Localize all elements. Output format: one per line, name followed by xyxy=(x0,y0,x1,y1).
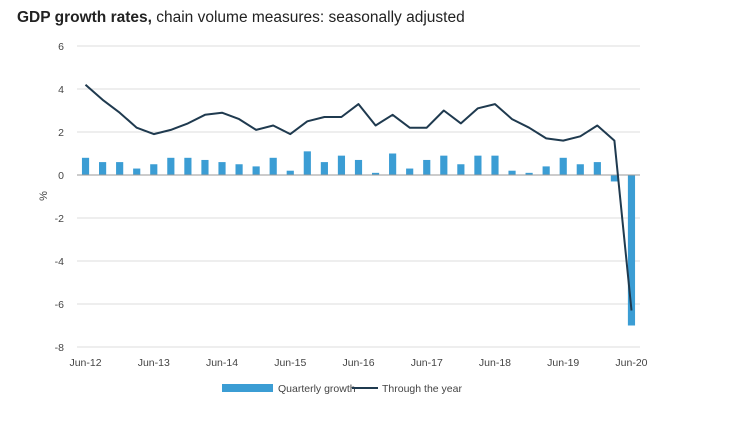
quarterly-growth-bar xyxy=(337,155,346,175)
y-tick-label: -6 xyxy=(55,299,64,311)
quarterly-growth-bar xyxy=(184,157,192,175)
quarterly-growth-bar xyxy=(81,157,90,175)
quarterly-growth-bar xyxy=(286,170,294,175)
quarterly-growth-bar xyxy=(423,159,431,175)
quarterly-growth-bar xyxy=(593,162,601,175)
y-tick-label: 2 xyxy=(58,127,64,139)
legend-label-through-the-year: Through the year xyxy=(382,383,462,395)
quarterly-growth-bar xyxy=(99,162,107,175)
legend-label-quarterly-growth: Quarterly growth xyxy=(278,383,356,395)
quarterly-growth-bar xyxy=(559,157,567,175)
x-tick-label: Jun-19 xyxy=(547,357,579,369)
quarterly-growth-bar xyxy=(406,168,414,175)
quarterly-growth-bar xyxy=(610,175,618,182)
x-tick-label: Jun-16 xyxy=(342,357,374,369)
legend: Quarterly growth Through the year xyxy=(222,383,462,395)
y-axis-title: % xyxy=(38,191,50,201)
y-tick-label: 0 xyxy=(58,170,64,182)
quarterly-growth-bar xyxy=(474,155,482,175)
x-tick-label: Jun-18 xyxy=(479,357,511,369)
chart-title: GDP growth rates, chain volume measures:… xyxy=(17,9,465,27)
gridlines xyxy=(77,45,640,348)
chart-title-rest: chain volume measures: seasonally adjust… xyxy=(151,9,465,26)
quarterly-growth-bar xyxy=(491,155,499,175)
quarterly-growth-bar xyxy=(269,157,277,175)
quarterly-growth-bar xyxy=(218,162,226,175)
quarterly-growth-bar xyxy=(320,162,328,175)
quarterly-growth-bar xyxy=(201,159,209,175)
x-tick-label: Jun-14 xyxy=(206,357,238,369)
quarterly-growth-bar xyxy=(371,172,380,175)
quarterly-growth-bars xyxy=(81,151,636,326)
y-axis-ticks: 6 4 2 0 -2 -4 -6 -8 xyxy=(55,41,65,354)
quarterly-growth-bar xyxy=(116,162,124,175)
quarterly-growth-bar xyxy=(150,164,158,175)
quarterly-growth-bar xyxy=(389,153,397,175)
quarterly-growth-bar xyxy=(576,164,584,175)
legend-swatch-quarterly-growth xyxy=(222,384,273,392)
quarterly-growth-bar xyxy=(542,166,550,175)
y-tick-label: -4 xyxy=(55,256,64,268)
quarterly-growth-bar xyxy=(508,170,516,175)
y-tick-label: 6 xyxy=(58,41,64,53)
quarterly-growth-bar xyxy=(252,166,260,175)
y-tick-label: -2 xyxy=(55,213,64,225)
quarterly-growth-bar xyxy=(440,155,448,175)
x-tick-label: Jun-17 xyxy=(411,357,443,369)
quarterly-growth-bar xyxy=(235,164,243,175)
quarterly-growth-bar xyxy=(167,157,175,175)
x-tick-label: Jun-13 xyxy=(138,357,170,369)
x-tick-label: Jun-15 xyxy=(274,357,306,369)
quarterly-growth-bar xyxy=(525,172,533,175)
quarterly-growth-bar xyxy=(627,175,636,326)
x-tick-label: Jun-20 xyxy=(615,357,647,369)
through-the-year-line-group xyxy=(84,83,633,311)
through-the-year-line xyxy=(84,83,633,311)
chart-title-bold: GDP growth rates, xyxy=(17,9,152,26)
quarterly-growth-bar xyxy=(354,159,363,175)
y-tick-label: -8 xyxy=(55,342,64,354)
quarterly-growth-bar xyxy=(133,168,141,175)
quarterly-growth-bar xyxy=(303,151,311,175)
y-tick-label: 4 xyxy=(58,84,64,96)
quarterly-growth-bar xyxy=(457,164,465,175)
x-tick-label: Jun-12 xyxy=(69,357,101,369)
x-axis-ticks: Jun-12 Jun-13 Jun-14 Jun-15 Jun-16 Jun-17 Jun-… xyxy=(69,357,647,369)
